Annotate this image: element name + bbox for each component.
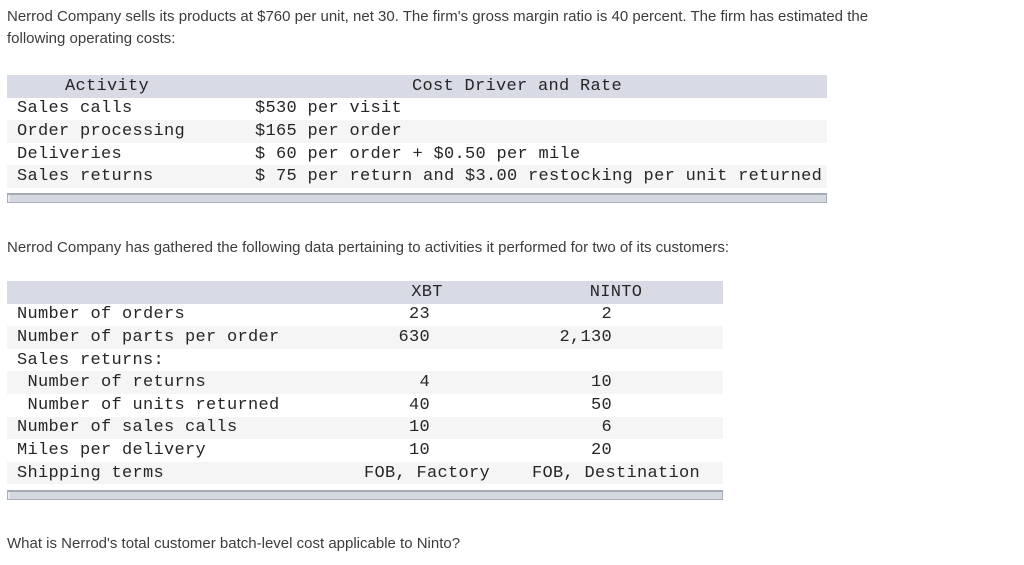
table-row: Sales calls $530 per visit (7, 98, 827, 121)
ninto-value-cell: 2,130 (559, 327, 612, 347)
row-label-cell: Number of sales calls (17, 418, 238, 438)
table-row: Deliveries $ 60 per order + $0.50 per mil… (7, 143, 827, 166)
cost-table-body: Sales calls $530 per visit Order processin… (7, 98, 827, 188)
table-row: Sales returns $ 75 per return and $3.00 r… (7, 165, 827, 188)
cost-driver-cell: $ 75 per return and $3.00 restocking per… (255, 167, 823, 187)
column-header-ninto: NINTO (509, 280, 723, 304)
intro-line-2: following operating costs: (7, 30, 176, 47)
ninto-value-cell (509, 349, 723, 372)
table-row: Sales returns: (7, 349, 723, 372)
ninto-value-cell: 50 (590, 395, 612, 415)
question-text: What is Nerrod's total customer batch-le… (7, 535, 461, 553)
activity-cell: Sales calls (17, 99, 133, 119)
table-row: Number of units returned 40 50 (7, 394, 723, 417)
table-row: Miles per delivery 10 20 (7, 439, 723, 462)
ninto-value-cell: FOB, Destination (531, 463, 701, 483)
row-label-cell: Number of parts per order (17, 327, 280, 347)
horizontal-scrollbar[interactable] (7, 192, 827, 203)
intro-paragraph: Nerrod Company sells its products at $76… (7, 0, 1024, 50)
row-label-cell: Number of returns (17, 373, 207, 393)
activity-cell: Sales returns (17, 167, 154, 187)
ninto-value-cell: 20 (590, 440, 612, 460)
customer-activity-table: XBT NINTO Number of orders 23 2 Number of p… (7, 280, 723, 485)
customer-table-header-row: XBT NINTO (7, 280, 723, 304)
xbt-value-cell: 10 (408, 440, 430, 460)
table-row: Number of returns 4 10 (7, 371, 723, 394)
column-header-activity: Activity (7, 75, 207, 98)
activity-cell: Deliveries (17, 144, 123, 164)
ninto-value-cell: 10 (590, 373, 612, 393)
activity-cell: Order processing (17, 121, 186, 141)
customer-table-body: Number of orders 23 2 Number of parts per o… (7, 304, 723, 485)
ninto-value-cell: 2 (601, 305, 612, 325)
xbt-value-cell: 10 (408, 418, 430, 438)
row-label-cell: Number of units returned (17, 395, 280, 415)
intro-line-1: Nerrod Company sells its products at $76… (7, 8, 869, 25)
cost-driver-cell: $165 per order (255, 121, 403, 141)
xbt-value-cell: FOB, Factory (363, 463, 491, 483)
xbt-value-cell: 23 (408, 305, 430, 325)
xbt-value-cell (345, 349, 509, 372)
table-row: Order processing $165 per order (7, 120, 827, 143)
column-header-cost-driver: Cost Driver and Rate (207, 75, 827, 98)
ninto-value-cell: 6 (601, 418, 612, 438)
row-label-cell: Number of orders (17, 305, 186, 325)
table-row: Number of parts per order 630 2,130 (7, 326, 723, 349)
cost-driver-cell: $530 per visit (255, 99, 403, 119)
xbt-value-cell: 4 (419, 373, 430, 393)
row-label-cell: Shipping terms (17, 463, 165, 483)
row-label-cell: Sales returns: (17, 350, 165, 370)
cost-table-header-row: Activity Cost Driver and Rate (7, 75, 827, 98)
horizontal-scrollbar[interactable] (7, 490, 723, 501)
xbt-value-cell: 40 (408, 395, 430, 415)
cost-driver-table: Activity Cost Driver and Rate Sales call… (7, 75, 827, 188)
table-row: Number of sales calls 10 6 (7, 416, 723, 440)
row-label-cell: Miles per delivery (17, 440, 207, 460)
table-row: Shipping terms FOB, Factory FOB, Destinati… (7, 461, 723, 485)
customers-paragraph: Nerrod Company has gathered the followin… (7, 238, 730, 256)
column-header-xbt: XBT (345, 280, 509, 304)
xbt-value-cell: 630 (398, 327, 430, 347)
table-row: Number of orders 23 2 (7, 304, 723, 327)
cost-driver-cell: $ 60 per order + $0.50 per mile (255, 144, 581, 164)
column-header-blank (7, 280, 345, 304)
